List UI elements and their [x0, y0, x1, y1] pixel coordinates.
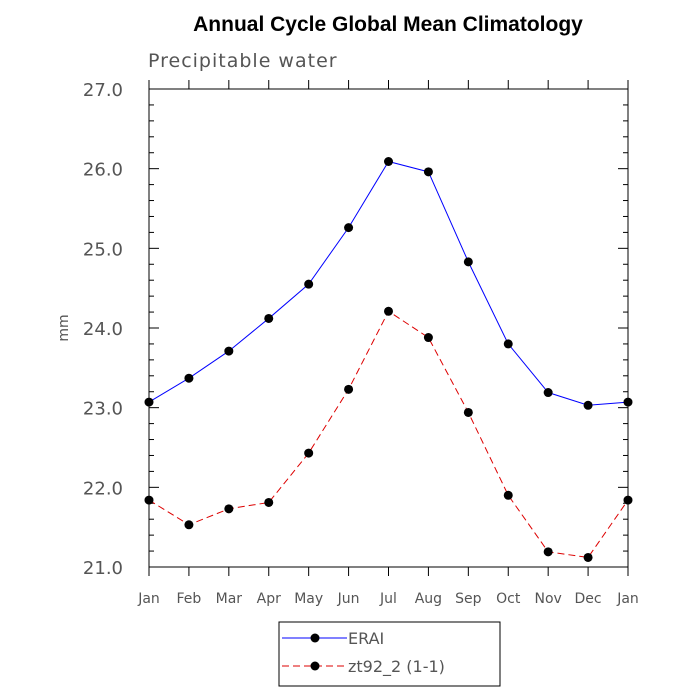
- series-layer: [144, 156, 633, 562]
- series-1-point: [463, 407, 473, 417]
- series-1-point: [543, 547, 553, 557]
- axis-ticks: [148, 80, 629, 576]
- y-tick-label: 21.0: [83, 558, 123, 579]
- series-0-point: [384, 156, 393, 166]
- chart-subtitle: Precipitable water: [148, 50, 338, 72]
- series-0-point: [224, 346, 234, 356]
- series-line-1: [148, 310, 629, 558]
- series-line-0: [148, 160, 629, 406]
- x-tick-label: Dec: [575, 591, 602, 607]
- series-1-point: [224, 504, 234, 514]
- series-0-point: [423, 167, 433, 177]
- y-tick-label: 23.0: [83, 399, 123, 420]
- x-tick-label: Jan: [616, 591, 639, 607]
- series-0-point: [583, 400, 593, 410]
- x-tick-label: Mar: [216, 591, 243, 607]
- y-tick-label: 26.0: [83, 160, 123, 181]
- legend: ERAI zt92_2 (1-1): [278, 621, 501, 687]
- x-tick-label: Apr: [257, 591, 281, 607]
- series-1-point: [344, 384, 354, 394]
- series-0-point: [304, 279, 314, 289]
- series-0-point: [463, 257, 473, 267]
- series-1-point: [144, 495, 154, 505]
- series-0-point: [623, 397, 633, 407]
- x-tick-label: Jul: [379, 591, 397, 607]
- series-0-point: [264, 313, 274, 323]
- series-1-point: [623, 495, 633, 505]
- y-tick-labels: 21.0 22.0 23.0 24.0 25.0 26.0 27.0: [83, 80, 123, 579]
- series-1-point: [264, 497, 274, 507]
- x-tick-label: Sep: [455, 591, 482, 607]
- series-1-point: [423, 333, 433, 343]
- x-tick-label: May: [294, 591, 323, 607]
- x-tick-label: Nov: [535, 591, 562, 607]
- legend-marker-zt92: [310, 661, 320, 671]
- legend-label-zt92: zt92_2 (1-1): [348, 657, 445, 677]
- x-tick-label: Jun: [337, 591, 360, 607]
- series-1-point: [304, 448, 314, 458]
- series-1-point: [384, 306, 393, 316]
- legend-label-erai: ERAI: [348, 629, 384, 648]
- series-0-point: [144, 397, 154, 407]
- x-tick-label: Aug: [415, 591, 442, 607]
- y-tick-label: 24.0: [83, 319, 123, 340]
- series-1-point: [184, 520, 194, 530]
- y-tick-label: 25.0: [83, 239, 123, 260]
- series-0-point: [503, 339, 513, 349]
- x-tick-label: Feb: [177, 591, 202, 607]
- series-0-point: [184, 373, 194, 383]
- series-0-point: [543, 388, 553, 398]
- legend-box: [278, 621, 501, 687]
- y-tick-label: 22.0: [83, 478, 123, 499]
- series-0-point: [344, 223, 354, 233]
- series-1-point: [503, 490, 513, 500]
- chart-title: Annual Cycle Global Mean Climatology: [193, 13, 583, 36]
- series-1-point: [583, 552, 593, 562]
- x-tick-label: Oct: [496, 591, 521, 607]
- y-axis-label: mm: [56, 314, 72, 341]
- x-tick-label: Jan: [137, 591, 160, 607]
- y-tick-label: 27.0: [83, 80, 123, 101]
- legend-marker-erai: [310, 633, 320, 643]
- x-tick-labels: Jan Feb Mar Apr May Jun Jul Aug Sep Oct Nov Dec Jan: [137, 591, 639, 607]
